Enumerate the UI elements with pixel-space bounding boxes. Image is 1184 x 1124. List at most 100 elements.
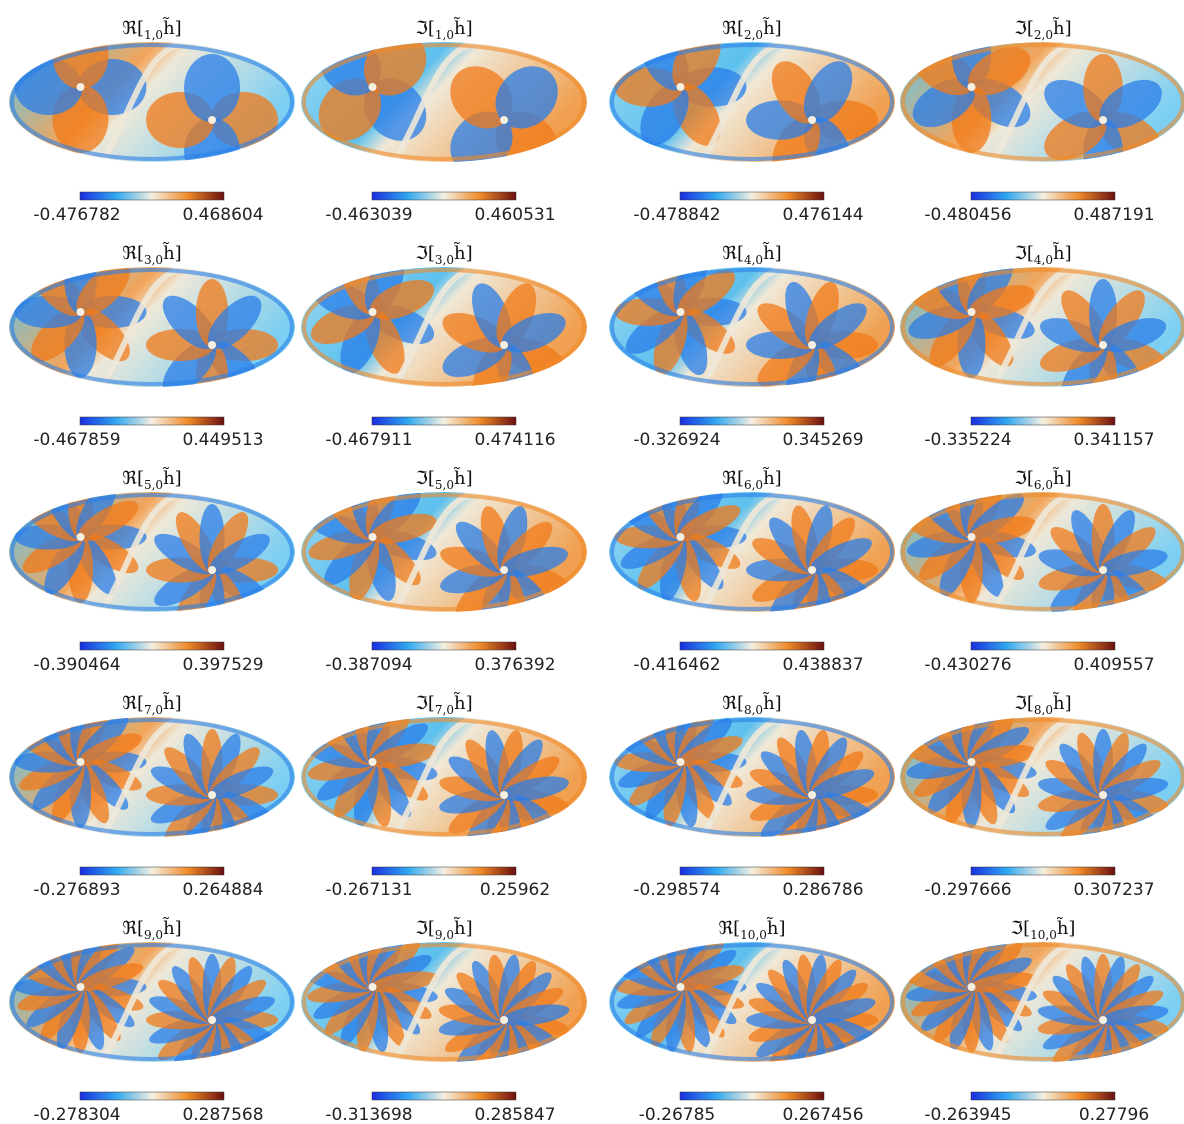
- panel: ℜ[1,0h̃] -0.476782 0.468604: [9, 16, 295, 225]
- colorbar: [679, 641, 825, 651]
- mollweide-map: [609, 492, 895, 612]
- colorbar-min-label: -0.463039: [325, 205, 412, 225]
- panel: ℑ[1,0h̃] -0.463039 0.460531: [301, 16, 587, 225]
- panel: ℑ[9,0h̃] -0.313698 0.285847: [301, 916, 587, 1124]
- panel-title: ℑ[9,0h̃]: [415, 916, 472, 942]
- title-prefix: ℜ[: [722, 468, 744, 489]
- map-lobe: [1101, 549, 1168, 577]
- map-node: [208, 566, 217, 574]
- map-lobe: [1101, 1005, 1169, 1026]
- title-subscript: 4,0: [744, 253, 763, 267]
- title-subscript: 7,0: [144, 703, 163, 717]
- map-lobe: [370, 513, 437, 544]
- map-node: [1099, 116, 1108, 124]
- map-node: [676, 83, 685, 91]
- colorbar-min-label: -0.313698: [325, 1105, 412, 1124]
- map-node: [208, 116, 217, 124]
- colorbar-max-label: 0.468604: [182, 205, 263, 225]
- map-lobe: [501, 312, 566, 353]
- colorbar-min-label: -0.390464: [33, 655, 120, 675]
- title-prefix: ℑ[: [415, 693, 435, 714]
- title-prefix: ℑ[: [1011, 918, 1031, 939]
- map-lobe: [678, 736, 743, 766]
- map-lobe: [209, 766, 274, 800]
- map-lobe: [785, 342, 820, 387]
- panel-title: ℑ[6,0h̃]: [1014, 466, 1071, 492]
- map-node: [368, 83, 377, 91]
- panel-title: ℜ[1,0h̃]: [122, 16, 181, 42]
- colorbar-max-label: 0.27796: [1079, 1105, 1149, 1124]
- map-edge: [302, 493, 586, 611]
- panel-title: ℜ[9,0h̃]: [122, 916, 181, 942]
- title-suffix: h̃]: [453, 241, 472, 264]
- panel-title: ℜ[8,0h̃]: [722, 691, 781, 717]
- map-node: [208, 791, 217, 799]
- colorbar-min-label: -0.480456: [924, 205, 1011, 225]
- colorbar-max-label: 0.460531: [474, 205, 555, 225]
- title-subscript: 4,0: [1034, 253, 1053, 267]
- title-subscript: 6,0: [744, 478, 763, 492]
- map-node: [676, 533, 685, 541]
- title-suffix: h̃]: [1056, 916, 1075, 939]
- title-suffix: h̃]: [762, 466, 781, 489]
- colorbar-max-label: 0.267456: [782, 1105, 863, 1124]
- map-lobe: [908, 285, 974, 320]
- colorbar-min-label: -0.267131: [325, 880, 412, 900]
- mollweide-map: [301, 942, 587, 1062]
- panel-title: ℜ[3,0h̃]: [122, 241, 181, 267]
- map-node: [76, 83, 85, 91]
- panel: ℜ[10,0h̃] -0.26785 0.267456: [609, 916, 895, 1124]
- title-prefix: ℑ[: [1014, 18, 1034, 39]
- colorbar-max-label: 0.25962: [480, 880, 550, 900]
- map-lobe: [969, 285, 1035, 320]
- map-lobe: [969, 516, 1036, 544]
- title-prefix: ℑ[: [1014, 693, 1034, 714]
- colorbar-max-label: 0.287568: [182, 1105, 263, 1124]
- map-edge: [901, 943, 1184, 1061]
- map-lobe: [803, 61, 853, 124]
- title-subscript: 8,0: [1034, 703, 1053, 717]
- map-edge: [610, 943, 894, 1061]
- title-prefix: ℜ[: [722, 243, 744, 264]
- mollweide-map: [900, 267, 1184, 387]
- title-prefix: ℑ[: [1014, 243, 1034, 264]
- title-subscript: 1,0: [435, 28, 454, 42]
- mollweide-map: [900, 717, 1184, 837]
- title-subscript: 6,0: [1034, 478, 1053, 492]
- title-suffix: h̃]: [1052, 691, 1071, 714]
- map-node: [808, 1016, 817, 1024]
- map-node: [808, 791, 817, 799]
- title-prefix: ℜ[: [122, 243, 144, 264]
- title-suffix: h̃]: [162, 16, 181, 39]
- map-edge: [10, 493, 294, 611]
- panel: ℑ[7,0h̃] -0.267131 0.25962: [301, 691, 587, 900]
- mollweide-map: [9, 492, 295, 612]
- map-edge: [10, 43, 294, 161]
- map-edge: [610, 493, 894, 611]
- map-node: [368, 308, 377, 316]
- map-lobe: [1040, 318, 1106, 353]
- panel-title: ℑ[8,0h̃]: [1014, 691, 1071, 717]
- title-prefix: ℑ[: [1014, 468, 1034, 489]
- panel-title: ℑ[1,0h̃]: [415, 16, 472, 42]
- colorbar: [79, 191, 225, 201]
- map-edge: [302, 43, 586, 161]
- map-node: [368, 533, 377, 541]
- title-subscript: 5,0: [435, 478, 454, 492]
- title-suffix: h̃]: [1052, 16, 1071, 39]
- panel: ℜ[7,0h̃] -0.276893 0.264884: [9, 691, 295, 900]
- panel-title: ℜ[6,0h̃]: [722, 466, 781, 492]
- panel: ℑ[6,0h̃] -0.430276 0.409557: [900, 466, 1184, 675]
- mollweide-map: [609, 267, 895, 387]
- title-subscript: 10,0: [740, 928, 767, 942]
- panel-title: ℑ[3,0h̃]: [415, 241, 472, 267]
- map-lobe: [209, 533, 270, 575]
- map-node: [967, 83, 976, 91]
- mollweide-map: [9, 267, 295, 387]
- map-edge: [302, 943, 586, 1061]
- map-lobe: [809, 538, 872, 575]
- map-node: [967, 758, 976, 766]
- colorbar-min-label: -0.276893: [33, 880, 120, 900]
- map-edge: [302, 718, 586, 836]
